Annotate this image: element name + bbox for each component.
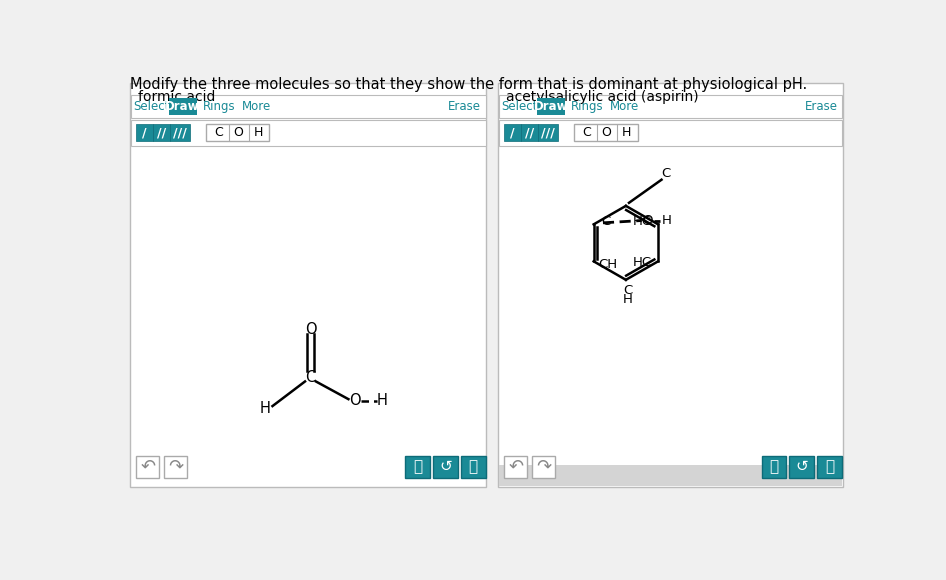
Bar [574, 124, 638, 141]
Text: CH: CH [598, 258, 617, 271]
Text: //: // [157, 126, 166, 139]
Text: C: C [214, 126, 222, 139]
Text: C: C [602, 215, 611, 228]
Bar [131, 119, 485, 146]
Text: ↷: ↷ [168, 458, 184, 476]
Bar [433, 456, 458, 478]
Bar [789, 456, 815, 478]
Text: Erase: Erase [805, 100, 837, 113]
Text: C: C [306, 370, 316, 385]
Text: 🔍: 🔍 [769, 459, 779, 474]
Text: //: // [525, 126, 534, 139]
Text: More: More [241, 100, 271, 113]
Text: Erase: Erase [448, 100, 482, 113]
Text: H: H [661, 214, 672, 227]
FancyBboxPatch shape [153, 124, 170, 141]
FancyBboxPatch shape [504, 124, 521, 141]
Bar [461, 456, 485, 478]
Bar [136, 456, 159, 478]
Text: Select: Select [501, 100, 538, 113]
Text: 🔎: 🔎 [468, 459, 478, 474]
Bar [499, 119, 842, 146]
Text: More: More [610, 100, 639, 113]
Text: ///: /// [173, 126, 187, 139]
FancyBboxPatch shape [521, 124, 538, 141]
FancyBboxPatch shape [170, 124, 190, 141]
Text: 🔎: 🔎 [825, 459, 834, 474]
Bar [131, 95, 485, 118]
FancyBboxPatch shape [168, 98, 197, 115]
FancyBboxPatch shape [536, 98, 565, 115]
Text: acetylsalicylic acid (aspirin): acetylsalicylic acid (aspirin) [506, 90, 698, 104]
Text: /: / [142, 126, 147, 139]
Text: H: H [254, 126, 263, 139]
Text: ↺: ↺ [439, 459, 451, 474]
Text: ///: /// [541, 126, 555, 139]
Text: ↷: ↷ [536, 458, 552, 476]
Text: O: O [305, 321, 316, 336]
Text: HC: HC [633, 215, 652, 228]
Text: O: O [349, 393, 360, 408]
Bar [405, 456, 429, 478]
Text: Draw: Draw [166, 100, 200, 113]
Bar [532, 456, 555, 478]
Text: C: C [661, 167, 671, 180]
Text: Modify the three molecules so that they show the form that is dominant at physio: Modify the three molecules so that they … [130, 77, 807, 92]
Text: ↶: ↶ [140, 458, 155, 476]
Text: O: O [234, 126, 243, 139]
FancyBboxPatch shape [136, 124, 153, 141]
Text: HC: HC [633, 256, 652, 269]
Bar [499, 465, 842, 486]
Text: H: H [622, 126, 631, 139]
Text: H: H [377, 393, 387, 408]
Bar [762, 456, 786, 478]
Bar [498, 83, 843, 487]
Text: /: / [511, 126, 515, 139]
Text: O: O [602, 126, 611, 139]
Bar [817, 456, 842, 478]
Text: ↺: ↺ [796, 459, 808, 474]
Bar [206, 124, 270, 141]
Bar [164, 456, 187, 478]
Text: ↶: ↶ [508, 458, 523, 476]
Text: C: C [622, 284, 632, 297]
Text: H: H [260, 401, 271, 416]
Text: Rings: Rings [202, 100, 236, 113]
Text: Select: Select [133, 100, 169, 113]
FancyBboxPatch shape [538, 124, 558, 141]
Text: 🔍: 🔍 [412, 459, 422, 474]
Text: C: C [582, 126, 590, 139]
Text: formic acid: formic acid [137, 90, 215, 104]
Bar [504, 456, 528, 478]
Bar [130, 83, 486, 487]
Text: Draw: Draw [534, 100, 568, 113]
Bar [499, 95, 842, 118]
Text: H: H [622, 292, 632, 306]
Text: O: O [642, 214, 653, 227]
Text: Rings: Rings [570, 100, 604, 113]
